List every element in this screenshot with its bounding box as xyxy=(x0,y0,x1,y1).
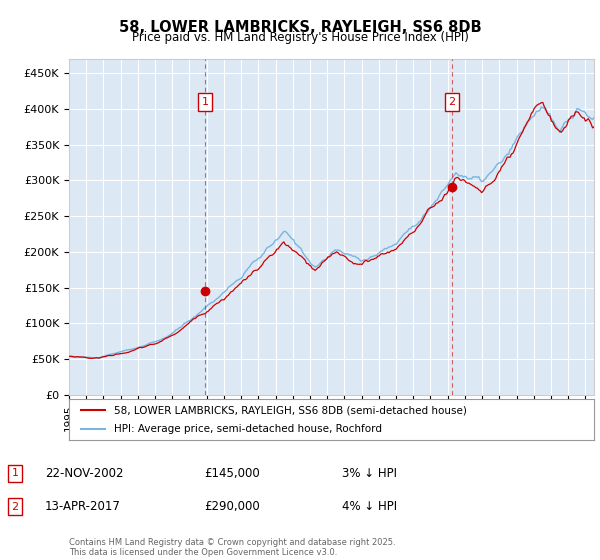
Text: 58, LOWER LAMBRICKS, RAYLEIGH, SS6 8DB (semi-detached house): 58, LOWER LAMBRICKS, RAYLEIGH, SS6 8DB (… xyxy=(113,405,467,415)
Text: Contains HM Land Registry data © Crown copyright and database right 2025.
This d: Contains HM Land Registry data © Crown c… xyxy=(69,538,395,557)
Text: 22-NOV-2002: 22-NOV-2002 xyxy=(45,466,124,480)
Text: £145,000: £145,000 xyxy=(204,466,260,480)
Text: 58, LOWER LAMBRICKS, RAYLEIGH, SS6 8DB: 58, LOWER LAMBRICKS, RAYLEIGH, SS6 8DB xyxy=(119,20,481,35)
Text: 2: 2 xyxy=(11,502,19,512)
Text: 4% ↓ HPI: 4% ↓ HPI xyxy=(342,500,397,514)
Text: 2: 2 xyxy=(448,97,455,107)
Text: 1: 1 xyxy=(11,468,19,478)
Text: 3% ↓ HPI: 3% ↓ HPI xyxy=(342,466,397,480)
Text: £290,000: £290,000 xyxy=(204,500,260,514)
Text: 1: 1 xyxy=(202,97,208,107)
Text: Price paid vs. HM Land Registry's House Price Index (HPI): Price paid vs. HM Land Registry's House … xyxy=(131,31,469,44)
Text: 13-APR-2017: 13-APR-2017 xyxy=(45,500,121,514)
Text: HPI: Average price, semi-detached house, Rochford: HPI: Average price, semi-detached house,… xyxy=(113,424,382,433)
